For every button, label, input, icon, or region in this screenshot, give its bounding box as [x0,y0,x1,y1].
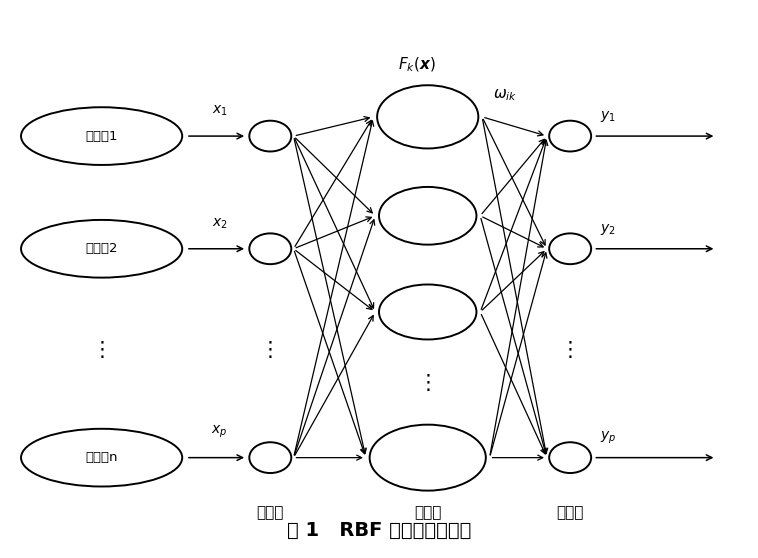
Circle shape [249,121,291,151]
Text: 输出层: 输出层 [556,505,584,520]
Circle shape [550,233,591,264]
Text: 传感器n: 传感器n [86,451,118,464]
Ellipse shape [370,425,486,490]
Text: 传感器1: 传感器1 [86,129,118,143]
Circle shape [550,121,591,151]
Text: ⋮: ⋮ [418,373,438,393]
Text: ⋮: ⋮ [559,340,581,360]
Text: $x_2$: $x_2$ [211,217,227,231]
Text: $x_p$: $x_p$ [211,424,227,440]
Text: $\omega_{ik}$: $\omega_{ik}$ [493,87,518,103]
Ellipse shape [21,107,182,165]
Text: $y_2$: $y_2$ [600,222,616,237]
Text: 传感器2: 传感器2 [86,242,118,255]
Circle shape [249,442,291,473]
Circle shape [550,442,591,473]
Text: 图 1   RBF 神经网络结构图: 图 1 RBF 神经网络结构图 [287,521,471,540]
Ellipse shape [379,285,477,339]
Text: $y_1$: $y_1$ [600,109,616,124]
Text: $F_k(\boldsymbol{x})$: $F_k(\boldsymbol{x})$ [398,56,436,74]
Circle shape [249,233,291,264]
Text: $y_p$: $y_p$ [600,429,616,445]
Text: ⋮: ⋮ [260,340,280,360]
Text: 隐含层: 隐含层 [414,505,441,520]
Text: $x_1$: $x_1$ [211,104,227,118]
Text: ⋮: ⋮ [91,340,112,360]
Ellipse shape [21,220,182,278]
Ellipse shape [21,429,182,487]
Text: 输入层: 输入层 [257,505,284,520]
Ellipse shape [377,85,478,148]
Ellipse shape [379,187,477,244]
